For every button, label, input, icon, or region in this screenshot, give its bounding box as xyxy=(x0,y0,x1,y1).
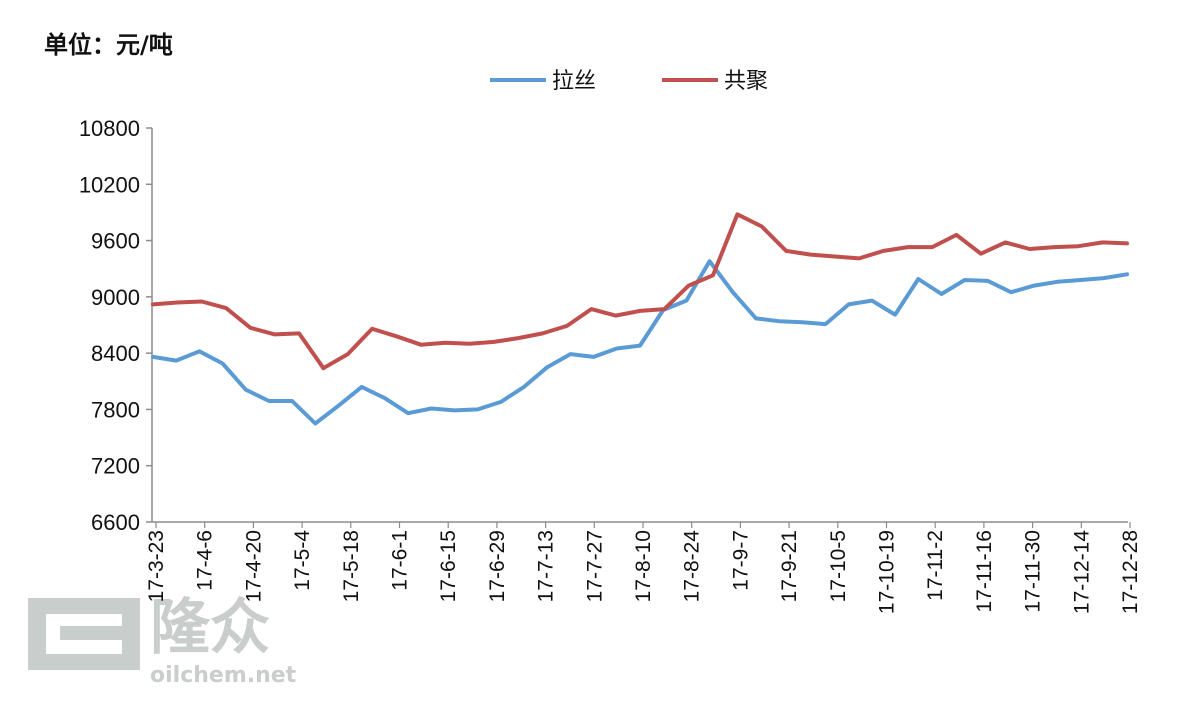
series-line-2 xyxy=(151,212,1129,371)
x-tick-label: 17-9-7 xyxy=(729,530,752,591)
y-tick-label: 6600 xyxy=(91,510,140,535)
watermark: 隆众 oilchem.net xyxy=(28,593,297,688)
x-tick-label: 17-7-13 xyxy=(535,530,558,602)
y-tick-label: 9000 xyxy=(91,285,140,310)
x-tick-label: 17-6-15 xyxy=(437,530,460,602)
x-tick-label: 17-5-18 xyxy=(340,530,363,602)
x-tick-label: 17-11-16 xyxy=(973,530,996,613)
unit-label: 单位：元/吨 xyxy=(44,31,173,59)
x-tick-label: 17-4-6 xyxy=(194,530,217,591)
x-tick-label: 17-6-1 xyxy=(389,530,412,591)
y-tick-label: 10200 xyxy=(79,172,140,197)
legend-label: 拉丝 xyxy=(552,69,596,94)
x-tick-label: 17-7-27 xyxy=(583,530,606,602)
x-tick-label: 17-8-10 xyxy=(632,530,655,602)
y-tick-label: 10800 xyxy=(79,116,140,141)
y-tick-label: 9600 xyxy=(91,229,140,254)
legend-label: 共聚 xyxy=(724,69,768,94)
x-tick-label: 17-3-23 xyxy=(145,530,168,602)
x-tick-label: 17-11-30 xyxy=(1022,530,1045,613)
watermark-brand: 隆众 xyxy=(150,593,270,663)
x-tick-label: 17-10-19 xyxy=(876,530,899,614)
x-tick-label: 17-4-20 xyxy=(242,530,265,602)
y-tick-label: 7200 xyxy=(91,454,140,479)
x-tick-label: 17-9-21 xyxy=(778,530,801,602)
x-axis: 17-3-23 17-4-6 17-4-20 17-5-4 17-5-18 17-6-1 1… xyxy=(145,521,1142,614)
y-axis: 6600 7200 7800 8400 9000 9600 10200 10800 xyxy=(79,116,153,535)
x-tick-label: 17-10-5 xyxy=(827,530,850,602)
watermark-logo-icon xyxy=(28,598,140,670)
y-tick-label: 7800 xyxy=(91,397,140,422)
series-line-1 xyxy=(151,259,1129,426)
x-tick-label: 17-12-14 xyxy=(1070,530,1093,614)
x-tick-label: 17-12-28 xyxy=(1119,530,1142,614)
y-tick-label: 8400 xyxy=(91,341,140,366)
x-tick-label: 17-6-29 xyxy=(486,530,509,602)
legend: 拉丝 共聚 xyxy=(490,69,768,94)
watermark-url: oilchem.net xyxy=(150,663,297,688)
x-tick-label: 17-8-24 xyxy=(681,530,704,603)
series-group xyxy=(151,212,1129,426)
x-tick-label: 17-5-4 xyxy=(291,530,314,591)
x-tick-label: 17-11-2 xyxy=(924,530,947,601)
